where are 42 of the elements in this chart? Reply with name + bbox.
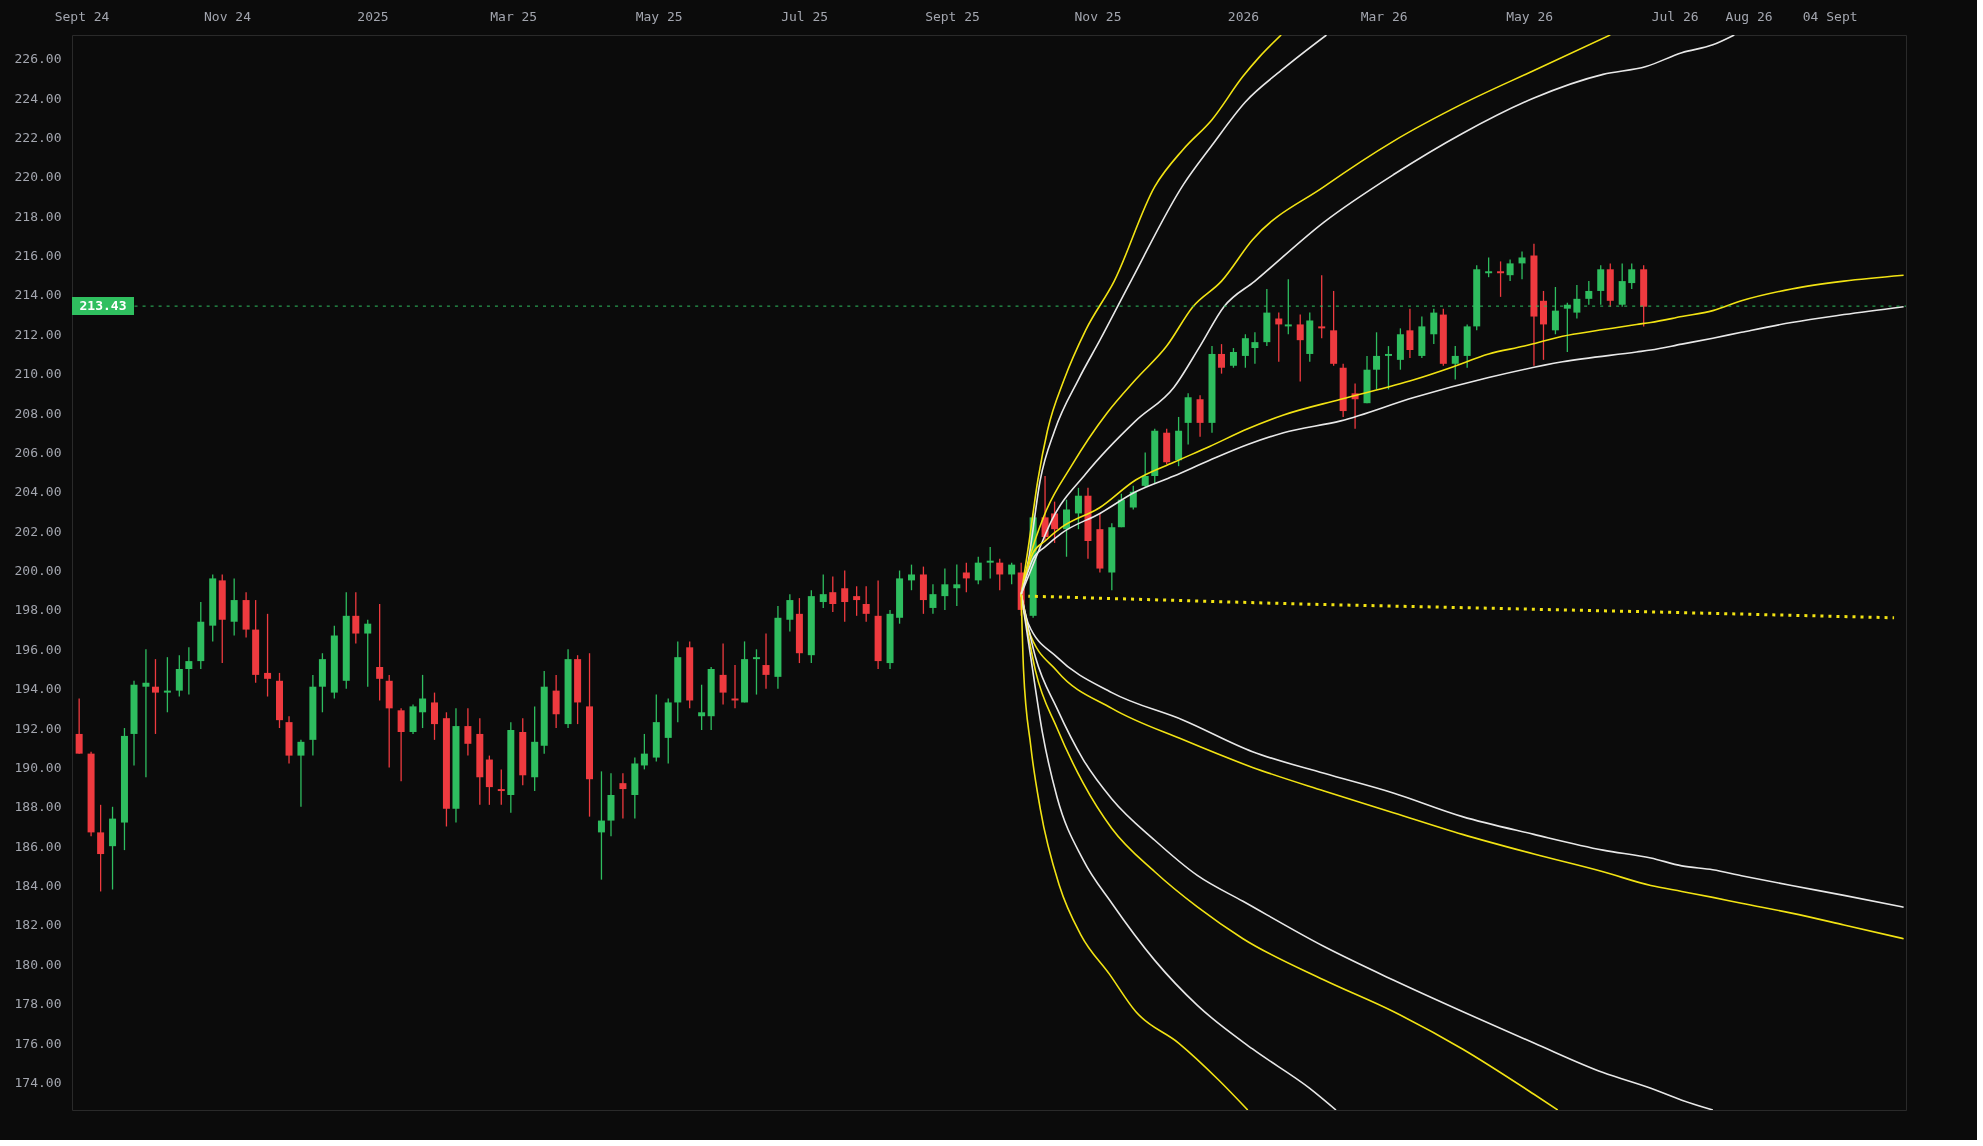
y-tick-label: 174.00 (14, 1074, 62, 1090)
y-tick-label: 190.00 (14, 759, 62, 775)
y-tick-label: 184.00 (14, 878, 62, 894)
y-tick-label: 212.00 (14, 326, 62, 342)
y-tick-label: 206.00 (14, 444, 62, 460)
y-tick-label: 214.00 (14, 287, 62, 303)
x-tick-label: 2026 (1227, 8, 1260, 24)
y-tick-label: 180.00 (14, 956, 62, 972)
y-tick-label: 182.00 (14, 917, 62, 933)
x-tick-label: Jul 25 (781, 8, 829, 24)
ref-line-label: 213.43 (79, 298, 127, 314)
y-tick-label: 194.00 (14, 681, 62, 697)
y-tick-label: 208.00 (14, 405, 62, 421)
x-tick-label: Sept 24 (54, 8, 110, 24)
x-tick-label: Nov 25 (1074, 8, 1122, 24)
y-tick-label: 216.00 (14, 248, 62, 264)
y-tick-label: 220.00 (14, 169, 62, 185)
y-tick-label: 222.00 (14, 129, 62, 145)
x-tick-label: Jul 26 (1651, 8, 1699, 24)
y-tick-label: 188.00 (14, 799, 62, 815)
x-tick-label: Sept 25 (925, 8, 980, 24)
y-tick-label: 200.00 (14, 563, 62, 579)
y-tick-label: 226.00 (14, 51, 62, 67)
y-tick-label: 176.00 (14, 1035, 62, 1051)
x-tick-label: Nov 24 (204, 8, 252, 24)
y-tick-label: 198.00 (14, 602, 62, 618)
y-tick-label: 196.00 (14, 641, 62, 657)
y-tick-label: 218.00 (14, 208, 62, 224)
x-tick-label: Mar 26 (1360, 8, 1408, 24)
y-tick-label: 192.00 (14, 720, 62, 736)
y-tick-label: 178.00 (14, 996, 62, 1012)
x-tick-label: May 26 (1506, 8, 1554, 24)
y-tick-label: 210.00 (14, 366, 62, 382)
y-tick-label: 186.00 (14, 838, 62, 854)
x-tick-label: 2025 (357, 8, 389, 24)
x-tick-label: Aug 26 (1725, 8, 1773, 24)
y-tick-label: 204.00 (14, 484, 62, 500)
y-tick-label: 202.00 (14, 523, 62, 539)
x-tick-label: May 25 (635, 8, 683, 24)
x-tick-label: 04 Sept (1802, 8, 1858, 24)
y-tick-label: 224.00 (14, 90, 62, 106)
x-tick-label: Mar 25 (490, 8, 538, 24)
